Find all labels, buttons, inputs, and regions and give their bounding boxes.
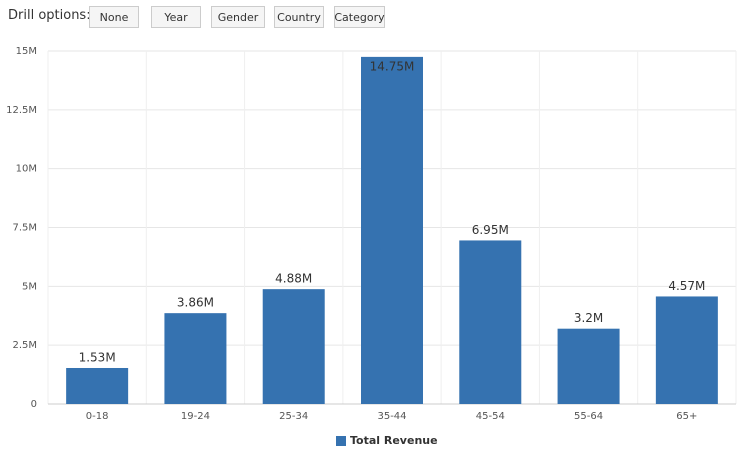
x-tick-label: 55-64 bbox=[574, 411, 603, 422]
y-tick-label: 2.5M bbox=[12, 340, 37, 351]
x-tick-label: 45-54 bbox=[476, 411, 505, 422]
drill-button[interactable]: Country bbox=[274, 6, 324, 28]
x-tick-label: 35-44 bbox=[377, 411, 406, 422]
toolbar-label: Drill options: bbox=[8, 8, 91, 23]
y-tick-label: 12.5M bbox=[6, 105, 37, 116]
bar bbox=[66, 367, 129, 404]
drill-button[interactable]: Gender bbox=[211, 6, 265, 28]
x-tick-label: 0-18 bbox=[86, 411, 109, 422]
bar bbox=[459, 240, 522, 404]
value-label: 4.88M bbox=[275, 272, 312, 286]
drill-button[interactable]: Year bbox=[151, 6, 201, 28]
y-tick-label: 15M bbox=[16, 46, 37, 57]
x-tick-label: 65+ bbox=[676, 411, 697, 422]
value-label: 1.53M bbox=[79, 350, 116, 364]
bar bbox=[361, 56, 423, 405]
bar bbox=[557, 328, 620, 404]
y-tick-label: 0 bbox=[31, 399, 37, 410]
legend-swatch bbox=[336, 436, 346, 446]
toolbar: Drill options: None Year Gender Country Cate… bbox=[0, 0, 750, 34]
bar bbox=[655, 296, 718, 404]
bar bbox=[164, 313, 227, 404]
value-label: 3.2M bbox=[574, 311, 603, 325]
value-label: 14.75M bbox=[370, 59, 415, 73]
y-tick-label: 7.5M bbox=[12, 223, 37, 234]
bar bbox=[262, 289, 325, 404]
value-label: 3.86M bbox=[177, 296, 214, 310]
x-tick-label: 25-34 bbox=[279, 411, 308, 422]
drill-button[interactable]: None bbox=[89, 6, 139, 28]
legend-label: Total Revenue bbox=[350, 434, 438, 447]
x-tick-label: 19-24 bbox=[181, 411, 210, 422]
y-tick-label: 10M bbox=[16, 164, 37, 175]
value-label: 6.95M bbox=[472, 223, 509, 237]
drill-button[interactable]: Category bbox=[334, 6, 385, 28]
value-label: 4.57M bbox=[668, 279, 705, 293]
y-tick-label: 5M bbox=[22, 281, 37, 292]
